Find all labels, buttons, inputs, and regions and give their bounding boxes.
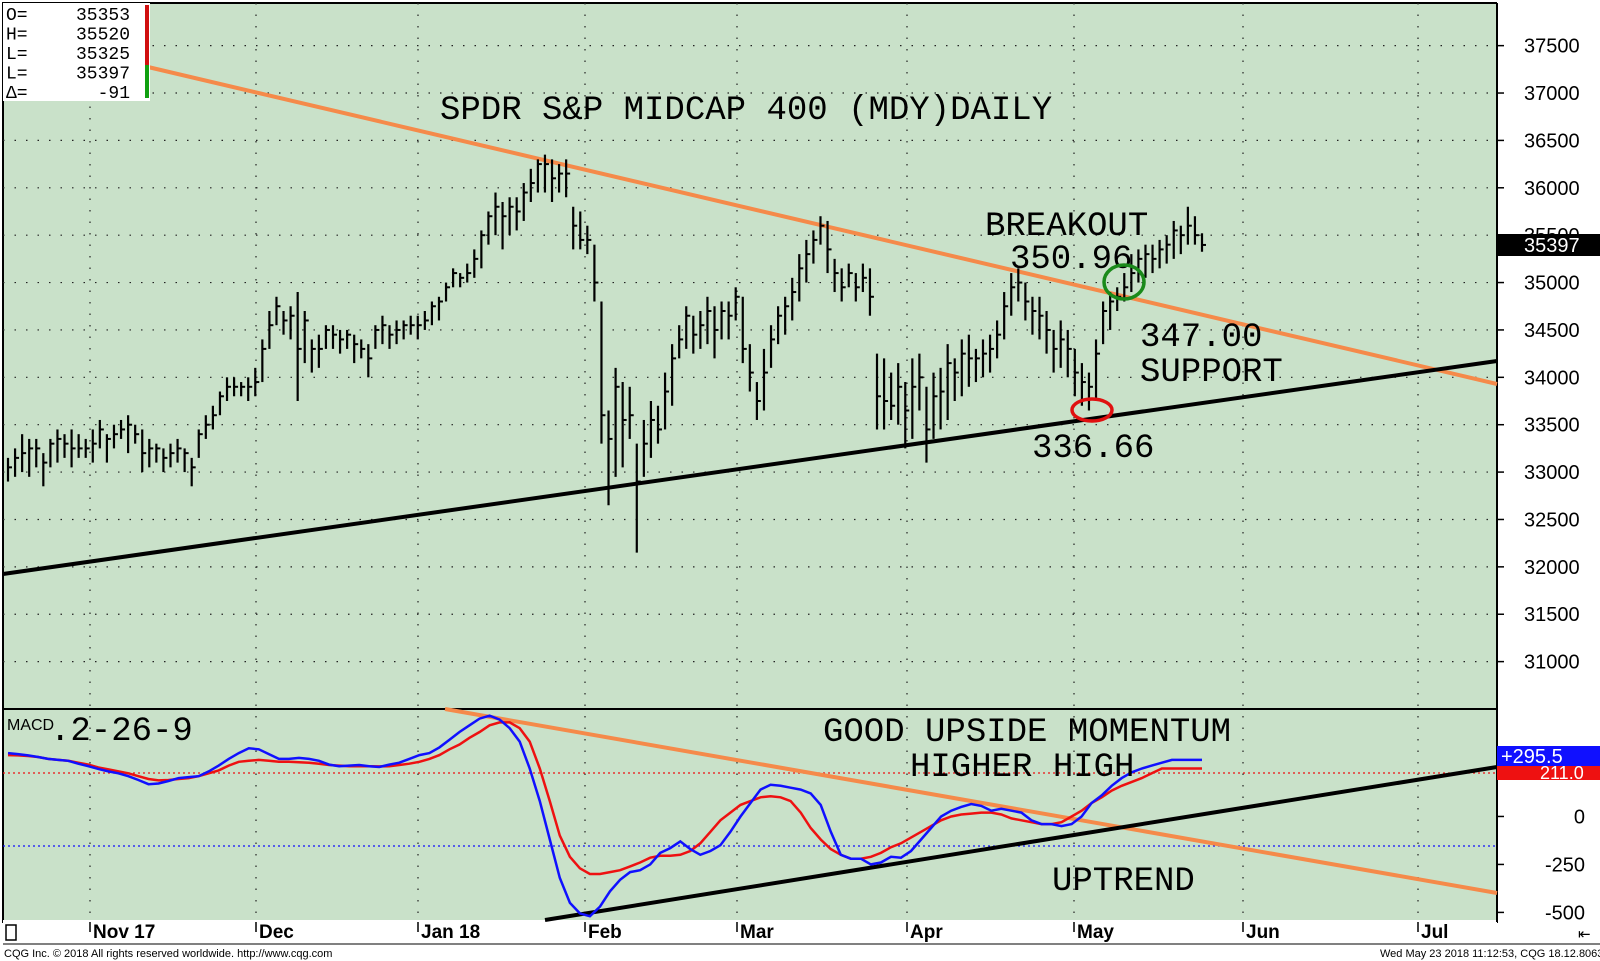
quote-row-label: O= bbox=[6, 6, 28, 26]
scroll-left-marker[interactable] bbox=[5, 924, 17, 941]
last-price-flag bbox=[1497, 234, 1600, 256]
price-tick-label: 33000 bbox=[1524, 462, 1580, 484]
date-tick-label: Jan 18 bbox=[421, 922, 480, 943]
macd-hidden-value: 211.0 bbox=[1540, 763, 1584, 783]
date-tick-label: Apr bbox=[910, 922, 943, 943]
macd-tick-label: -500 bbox=[1545, 902, 1585, 924]
price-tick-label: 36000 bbox=[1524, 178, 1580, 200]
price-bars bbox=[6, 154, 1206, 553]
date-axis-strip bbox=[3, 920, 1497, 944]
quote-row-value: 35397 bbox=[76, 65, 130, 85]
date-tick-label: Feb bbox=[588, 922, 622, 943]
quote-box bbox=[3, 3, 150, 101]
date-tick-label: Dec bbox=[259, 922, 294, 943]
price-support-trendline bbox=[2, 359, 1498, 576]
momentum-label: GOOD UPSIDE MOMENTUM bbox=[823, 714, 1231, 752]
breakout-circle bbox=[1102, 263, 1146, 301]
price-tick-label: 33500 bbox=[1524, 415, 1580, 437]
quote-row-label: Δ= bbox=[6, 84, 28, 104]
macd-resistance-trendline bbox=[444, 707, 1498, 895]
price-tick-label: 37500 bbox=[1524, 36, 1580, 58]
quote-range-green bbox=[145, 65, 149, 98]
breakout-label: BREAKOUT bbox=[985, 208, 1148, 246]
macd-tick-label: 0 bbox=[1574, 806, 1585, 828]
higher-high-label: HIGHER HIGH bbox=[910, 749, 1134, 787]
low-circle bbox=[1070, 397, 1114, 423]
quote-row-value: 35325 bbox=[76, 45, 130, 65]
date-tick-label: Jun bbox=[1246, 922, 1280, 943]
price-tick-label: 32500 bbox=[1524, 509, 1580, 531]
macd-last-value-flag bbox=[1497, 746, 1600, 766]
macd-axis: -500 -250 0 bbox=[1497, 806, 1585, 924]
quote-range-red bbox=[145, 5, 149, 65]
uptrend-label: UPTREND bbox=[1052, 863, 1195, 901]
macd-params-label: .2-26-9 bbox=[50, 713, 193, 751]
date-tick-label: Nov 17 bbox=[93, 922, 155, 943]
macd-panel-label: MACD bbox=[7, 717, 54, 734]
price-tick-label: 31500 bbox=[1524, 604, 1580, 626]
macd-line bbox=[7, 714, 1202, 918]
quote-row-label: L= bbox=[6, 65, 28, 85]
quote-row-value: 35520 bbox=[76, 26, 130, 46]
signal-line bbox=[7, 721, 1202, 876]
price-tick-label: 35000 bbox=[1524, 273, 1580, 295]
chart-title: SPDR S&P MIDCAP 400 (MDY)DAILY bbox=[440, 92, 1052, 130]
price-tick-label: 34000 bbox=[1524, 367, 1580, 389]
support-value-label: 347.00 bbox=[1140, 319, 1262, 357]
date-axis: Nov 17 Dec Jan 18 Feb Mar Apr May Jun Jul bbox=[89, 922, 1448, 943]
quote-row-label: H= bbox=[6, 26, 28, 46]
footer-copyright: CQG Inc. © 2018 All rights reserved worl… bbox=[4, 948, 332, 960]
quote-row-label: L= bbox=[6, 45, 28, 65]
price-tick-label: 32000 bbox=[1524, 557, 1580, 579]
quote-rows: O= 35353 H= 35520 L= 35325 L= 35397 Δ= -91 bbox=[6, 6, 130, 104]
low-value-label: 336.66 bbox=[1032, 430, 1154, 468]
macd-last-value: +295.5 bbox=[1501, 746, 1563, 768]
quote-row-value: -91 bbox=[98, 84, 130, 104]
scroll-right-marker[interactable]: ⇤ bbox=[1578, 925, 1591, 943]
macd-hidden-value-flag bbox=[1497, 764, 1600, 780]
macd-support-trendline bbox=[544, 765, 1498, 922]
breakout-value-label: 350.96 bbox=[1010, 241, 1132, 279]
price-tick-label: 31000 bbox=[1524, 652, 1580, 674]
last-price-value: 35397 bbox=[1524, 235, 1580, 257]
footer-timestamp: Wed May 23 2018 11:12:53, CQG 18.12.8063 bbox=[1380, 948, 1600, 960]
date-tick-label: Mar bbox=[740, 922, 774, 943]
date-tick-label: Jul bbox=[1421, 922, 1448, 943]
price-tick-label: 36500 bbox=[1524, 130, 1580, 152]
macd-panel bbox=[2, 708, 1498, 923]
quote-row-value: 35353 bbox=[76, 6, 130, 26]
support-label: SUPPORT bbox=[1140, 354, 1283, 392]
price-tick-label: 37000 bbox=[1524, 83, 1580, 105]
date-tick-label: May bbox=[1077, 922, 1114, 943]
price-tick-label: 34500 bbox=[1524, 320, 1580, 342]
macd-tick-label: -250 bbox=[1545, 854, 1585, 876]
